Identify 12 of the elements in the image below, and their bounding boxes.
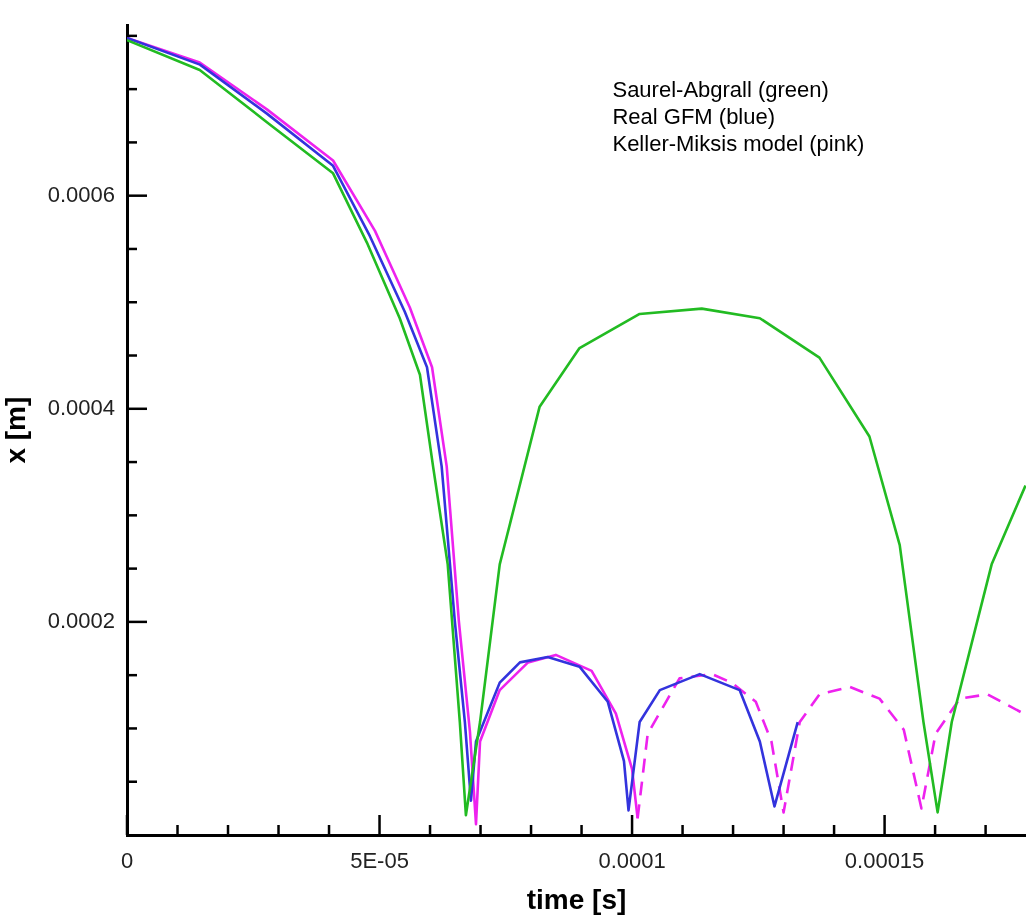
annotation: Saurel-Abgrall (green) xyxy=(612,77,829,103)
annotation: Keller-Miksis model (pink) xyxy=(612,131,865,157)
y-axis-title: x [m] xyxy=(0,396,31,464)
x-tick-label: 5E-05 xyxy=(350,848,409,874)
annotation: Real GFM (blue) xyxy=(612,104,776,130)
x-axis-title: time [s] xyxy=(526,883,627,915)
y-tick-label: 0.0002 xyxy=(47,607,115,633)
y-tick-label: 0.0004 xyxy=(47,394,115,420)
x-tick-label: 0 xyxy=(120,848,134,874)
x-tick-label: 0.0001 xyxy=(598,848,666,874)
x-tick-label: 0.00015 xyxy=(844,848,925,874)
y-tick-label: 0.0006 xyxy=(47,181,115,207)
